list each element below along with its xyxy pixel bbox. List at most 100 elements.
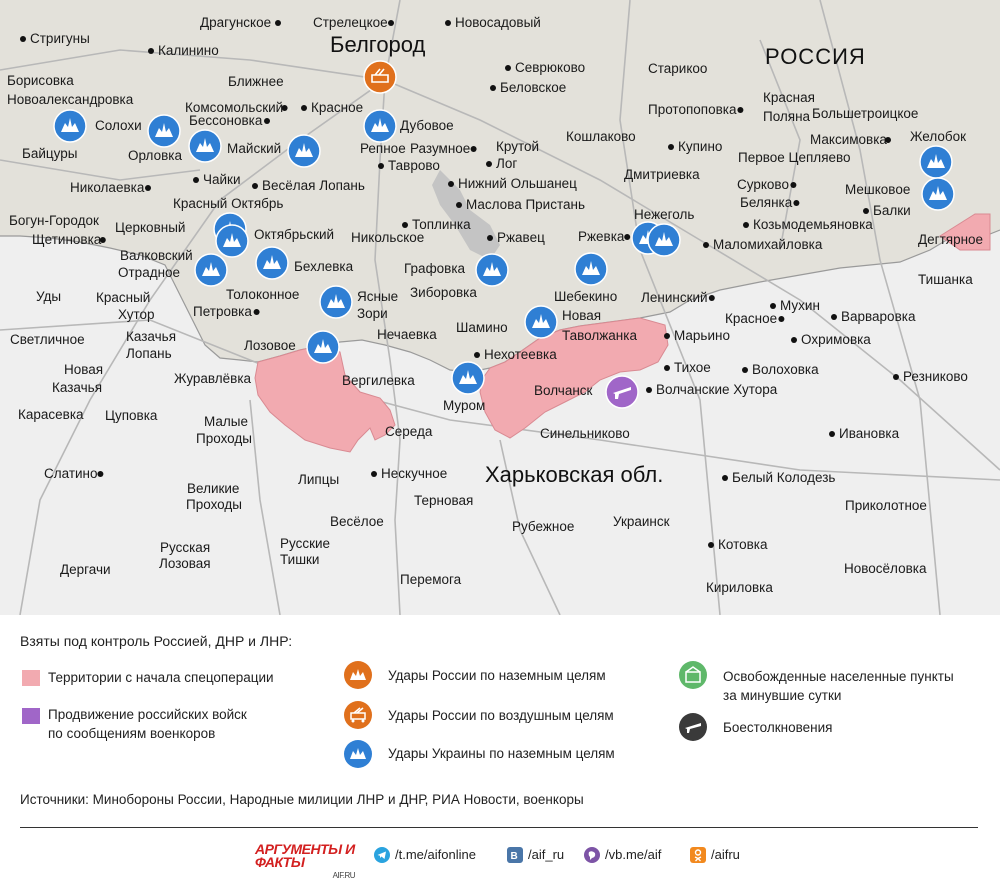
town-label: Орловка (128, 148, 182, 163)
town-label: Варваровка (841, 309, 916, 324)
town-dot (742, 367, 748, 373)
town-dot (737, 107, 744, 113)
town-label: Вергилевка (342, 373, 415, 388)
town-label: Волчанские Хутора (656, 382, 778, 397)
town-dot (791, 337, 797, 343)
town-label: Светличное (10, 332, 85, 347)
town-label: Первое Цепляево (738, 150, 851, 165)
town-label: Волоховка (752, 362, 819, 377)
town-dot (474, 352, 480, 358)
ua-ground-label: Удары Украины по наземным целям (388, 746, 615, 761)
town-label: Церковный (115, 220, 185, 235)
town-label: Лозовая (159, 556, 211, 571)
town-dot (863, 208, 869, 214)
region-label: Харьковская обл. (485, 462, 663, 487)
town-dot (97, 471, 104, 477)
town-dot (301, 105, 307, 111)
ua-ground-strike-marker (287, 134, 321, 168)
town-label: Нечаевка (377, 327, 437, 342)
town-label: Волчанск (534, 383, 593, 398)
town-label: Весёлое (330, 514, 384, 529)
town-dot (793, 200, 800, 206)
town-label: Комсомольский (185, 100, 283, 115)
town-label: Тишанка (918, 272, 973, 287)
town-label: Топлинка (412, 217, 471, 232)
town-dot (99, 237, 106, 243)
town-dot (148, 48, 154, 54)
town-label: Графовка (404, 261, 466, 276)
town-dot (722, 475, 728, 481)
telegram-link[interactable]: /t.me/aifonline (395, 847, 476, 862)
town-label: Слатино (44, 466, 98, 481)
town-dot (20, 36, 26, 42)
ua-ground-strike-marker (919, 145, 953, 179)
aif-logo[interactable]: АРГУМЕНТЫ И ФАКТЫ AIF.RU (255, 841, 356, 882)
town-label: Бехлевка (294, 259, 354, 274)
town-dot (829, 431, 835, 437)
viber-link[interactable]: /vb.me/aif (605, 847, 662, 862)
odnoklassniki-icon[interactable] (690, 847, 706, 863)
telegram-icon[interactable] (374, 847, 390, 863)
town-label: Красное (725, 311, 777, 326)
town-dot (664, 333, 670, 339)
ok-link[interactable]: /aifru (711, 847, 740, 862)
town-label: Борисовка (7, 73, 74, 88)
town-dot (790, 182, 797, 188)
town-label: Стригуны (30, 31, 90, 46)
town-label: Новосёловка (844, 561, 927, 576)
town-label: Отрадное (118, 265, 180, 280)
town-label: Новая (64, 362, 103, 377)
town-label: Малые (204, 414, 248, 429)
town-label: Ясные (357, 289, 398, 304)
ru-ground-label: Удары России по наземным целям (388, 668, 606, 683)
town-dot (487, 235, 493, 241)
vk-icon[interactable]: B (507, 847, 523, 863)
town-dot (778, 316, 785, 322)
town-label: Зори (357, 306, 388, 321)
advance-label-2: по сообщениям военкоров (48, 726, 216, 741)
town-label: Никольское (351, 230, 424, 245)
legend: Взяты под контроль Россией, ДНР и ЛНР: Т… (0, 615, 1000, 880)
town-label: Байцуры (22, 146, 77, 161)
town-label: Ленинский (641, 290, 708, 305)
state-border (0, 229, 1000, 373)
town-label: Большетроицкое (812, 106, 918, 121)
town-label: Козьмодемьяновка (753, 217, 873, 232)
town-dot (445, 20, 451, 26)
town-label: Кириловка (706, 580, 773, 595)
ua-ground-strike-marker (306, 330, 340, 364)
town-label: Калинино (158, 43, 219, 58)
town-label: Ржавец (497, 230, 545, 245)
russia-area (0, 0, 1000, 372)
town-label: Таволжанка (562, 328, 637, 343)
town-label: Шамино (456, 320, 508, 335)
town-label: Петровка (193, 304, 252, 319)
map: Белгород РОССИЯ Харьковская обл. Драгунс… (0, 0, 1000, 615)
town-dot (456, 202, 462, 208)
town-dot (831, 314, 837, 320)
controlled-territory-corner (939, 213, 991, 251)
town-label: Красный Октябрь (173, 196, 283, 211)
vk-link[interactable]: /aif_ru (528, 847, 565, 862)
town-label: Красная (763, 90, 815, 105)
logo-main: АРГУМЕНТЫ И ФАКТЫ (255, 841, 355, 870)
town-label: Лог (496, 156, 517, 171)
town-dot (885, 137, 891, 143)
town-label: Мухин (780, 298, 820, 313)
town-label: Красное (311, 100, 363, 115)
footer-divider (20, 827, 978, 828)
ua-ground-strike-icon (344, 740, 372, 768)
ua-ground-strike-marker (188, 129, 222, 163)
ua-ground-strike-marker (647, 223, 681, 257)
ua-ground-strike-marker (215, 224, 249, 258)
town-label: Севрюково (515, 60, 585, 75)
town-label: Украинск (613, 514, 670, 529)
viber-icon[interactable] (584, 847, 600, 863)
ua-ground-strike-marker (194, 253, 228, 287)
town-label: Приколотное (845, 498, 927, 513)
liberated-label-2: за минувшие сутки (723, 688, 842, 703)
town-label: Крутой (496, 139, 539, 154)
advance-swatch (22, 708, 40, 724)
town-label: Казачья (126, 329, 176, 344)
town-label: Белый Колодезь (732, 470, 835, 485)
